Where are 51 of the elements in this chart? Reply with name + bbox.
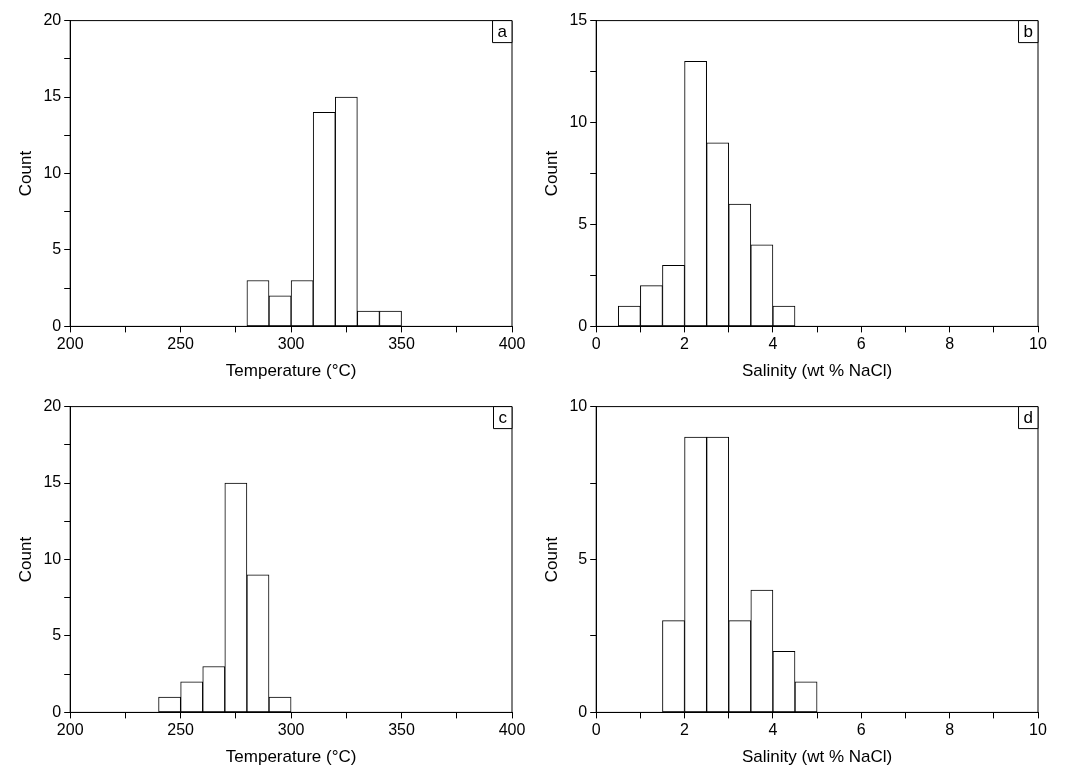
x-tick-label: 250 [167, 721, 195, 739]
x-tick-label: 300 [277, 721, 305, 739]
y-tick-label: 10 [43, 163, 62, 181]
x-tick-label: 6 [856, 721, 866, 739]
y-tick-label: 5 [578, 549, 588, 567]
x-tick-label: 350 [388, 721, 415, 739]
x-tick-label: 6 [856, 335, 866, 353]
x-tick-label: 10 [1029, 721, 1047, 739]
x-tick-label: 4 [768, 335, 778, 353]
x-tick-label: 2 [680, 335, 690, 353]
x-tick-label: 400 [498, 721, 526, 739]
annotation: c [498, 408, 508, 428]
x-axis-title: Salinity (wt % NaCl) [742, 361, 893, 381]
y-tick-label: 5 [578, 214, 588, 232]
x-tick-label: 10 [1029, 335, 1047, 353]
y-axis-title: Count [541, 150, 561, 197]
y-axis-title: Count [15, 536, 35, 583]
annotation: b [1023, 22, 1034, 42]
y-tick-label: 5 [52, 240, 62, 258]
x-tick-label: 350 [388, 335, 415, 353]
y-tick-label: 20 [43, 397, 62, 415]
x-tick-label: 8 [945, 721, 955, 739]
x-tick-label: 4 [768, 721, 778, 739]
y-axis-title: Count [15, 150, 35, 197]
y-tick-label: 0 [578, 702, 588, 720]
x-tick-label: 300 [277, 335, 305, 353]
y-tick-label: 5 [52, 626, 62, 644]
annotation: d [1023, 408, 1034, 428]
x-axis-title: Salinity (wt % NaCl) [742, 747, 893, 767]
y-tick-label: 15 [43, 87, 62, 105]
y-tick-label: 20 [43, 11, 62, 29]
x-tick-label: 250 [167, 335, 195, 353]
y-tick-label: 10 [569, 397, 588, 415]
x-axis-title: Temperature (°C) [225, 747, 357, 767]
y-tick-label: 0 [578, 316, 588, 334]
x-tick-label: 0 [591, 721, 601, 739]
x-tick-label: 8 [945, 335, 955, 353]
x-tick-label: 2 [680, 721, 690, 739]
annotation: a [497, 22, 508, 42]
x-tick-label: 0 [591, 335, 601, 353]
x-axis-title: Temperature (°C) [225, 361, 357, 381]
x-tick-label: 200 [56, 721, 84, 739]
y-tick-label: 0 [52, 316, 62, 334]
y-tick-label: 10 [569, 112, 588, 130]
y-tick-label: 15 [569, 11, 588, 29]
y-tick-label: 10 [43, 549, 62, 567]
y-tick-label: 0 [52, 702, 62, 720]
x-tick-label: 200 [56, 335, 84, 353]
y-tick-label: 15 [43, 473, 62, 491]
y-axis-title: Count [541, 536, 561, 583]
x-tick-label: 400 [498, 335, 526, 353]
